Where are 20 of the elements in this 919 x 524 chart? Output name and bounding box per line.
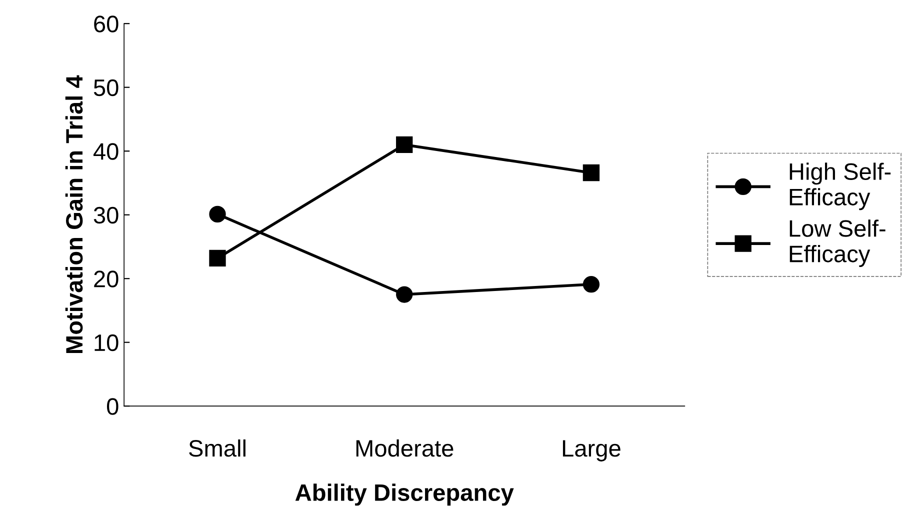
point	[209, 250, 226, 267]
point	[582, 276, 600, 293]
legend-label: Low Self- Efficacy	[790, 220, 886, 268]
y-tick-label: 60	[94, 16, 118, 32]
y-tick-label: 30	[94, 206, 118, 224]
point	[582, 164, 600, 182]
y-tick-label: 50	[94, 79, 118, 96]
legend-label: High Self- Efficacy	[790, 162, 891, 210]
point	[209, 206, 226, 223]
point	[396, 286, 413, 303]
x-tick-label: Moderate	[356, 439, 454, 457]
y-axis-title: Motivation Gain in Trial 4	[65, 75, 83, 353]
y-tick-label: 0	[106, 398, 118, 415]
y-tick-label: 40	[93, 143, 118, 160]
point	[396, 136, 413, 154]
x-tick-label: Small	[189, 439, 246, 457]
y-tick-label: 20	[94, 270, 118, 288]
x-tick-label: Large	[562, 440, 620, 462]
x-axis-title: Ability Discrepancy	[295, 484, 514, 506]
y-tick-label: 10	[94, 334, 118, 352]
